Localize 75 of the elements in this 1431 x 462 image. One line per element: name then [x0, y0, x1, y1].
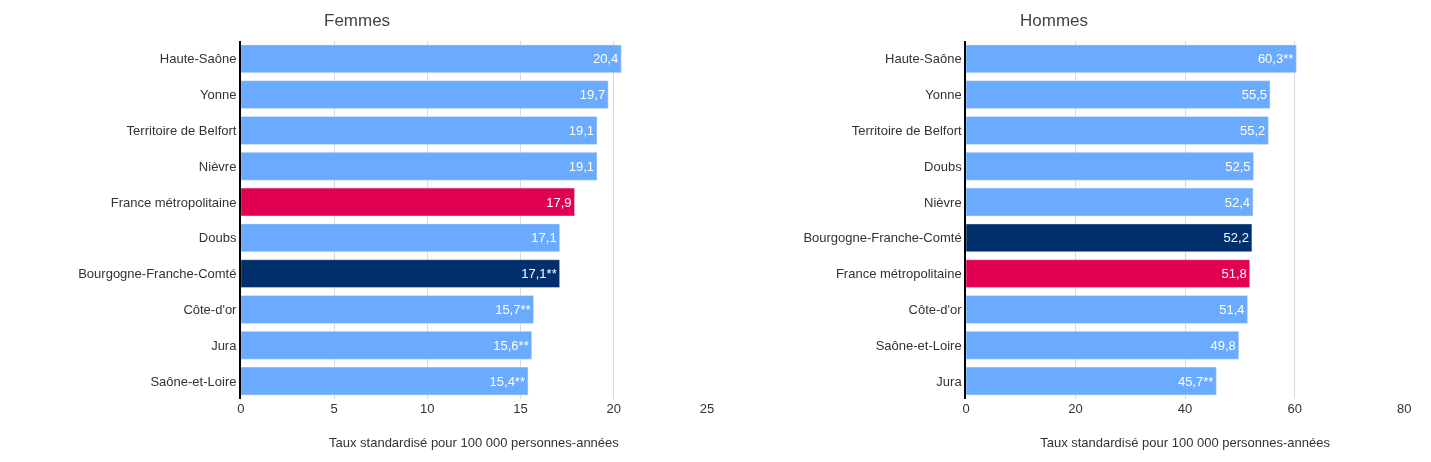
bar [240, 295, 534, 324]
bar [966, 116, 1269, 145]
y-tick-label: Côte-d'or [908, 302, 963, 318]
y-tick-label: Bourgogne-Franche-Comté [803, 230, 962, 246]
y-tick-label: Yonne [925, 87, 962, 103]
y-tick-label: France métropolitaine [110, 194, 237, 210]
data-label: 55,2 [1240, 122, 1266, 138]
data-label: 20,4 [592, 51, 619, 67]
bar [966, 223, 1253, 253]
data-label: 49,8 [1210, 337, 1236, 353]
y-tick-label: Jura [211, 337, 238, 353]
bar [240, 44, 622, 74]
x-tick-label: 60 [1287, 400, 1302, 416]
x-tick-label: 0 [962, 400, 970, 416]
bar [966, 295, 1248, 324]
x-tick-label: 5 [330, 400, 338, 416]
bar [240, 116, 598, 145]
y-tick-label: Bourgogne-Franche-Comté [78, 266, 237, 282]
bar [240, 331, 532, 360]
bar [966, 80, 1271, 109]
y-tick-label: Côte-d'or [183, 302, 238, 318]
data-label: 60,3** [1257, 51, 1294, 67]
x-tick-label: 80 [1396, 400, 1412, 416]
bar [966, 152, 1254, 181]
data-label: 19,7 [579, 87, 606, 103]
data-label: 45,7** [1177, 373, 1214, 389]
bar [240, 223, 560, 253]
data-label: 19,1 [568, 122, 594, 138]
data-label: 19,1 [568, 158, 594, 174]
data-label: 17,1 [531, 230, 557, 246]
bar [240, 366, 529, 396]
data-label: 52,5 [1225, 158, 1251, 174]
bar [240, 187, 575, 217]
data-label: 15,4** [489, 373, 525, 389]
data-label: 15,7** [495, 301, 531, 317]
y-tick-label: Nièvre [924, 194, 962, 210]
data-label: 51,4 [1219, 301, 1245, 317]
data-label: 15,6** [493, 337, 529, 353]
x-tick-label: 15 [513, 400, 528, 416]
data-label: 17,1** [521, 266, 557, 282]
chart-title: Hommes [1020, 11, 1089, 30]
x-axis-title: Taux standardisé pour 100 000 personnes-années [1040, 434, 1331, 450]
y-tick-label: Haute-Saône [885, 51, 962, 67]
data-label: 51,8 [1221, 266, 1247, 282]
data-label: 55,5 [1241, 87, 1267, 103]
x-tick-label: 0 [237, 400, 245, 416]
bar [966, 259, 1250, 288]
bar [966, 331, 1240, 360]
y-tick-label: Territoire de Belfort [126, 123, 237, 138]
y-tick-label: Yonne [200, 87, 237, 103]
x-tick-label: 40 [1177, 400, 1193, 416]
y-tick-label: France métropolitaine [835, 266, 962, 282]
bar [240, 80, 609, 109]
x-tick-label: 20 [606, 400, 621, 416]
y-tick-label: Saône-et-Loire [150, 373, 237, 389]
data-label: 17,9 [546, 194, 572, 210]
y-tick-label: Haute-Saône [159, 51, 237, 67]
y-tick-label: Saône-et-Loire [875, 337, 962, 353]
bar [966, 187, 1254, 217]
chart-title: Femmes [324, 11, 391, 30]
bar [966, 366, 1217, 396]
y-tick-label: Nièvre [198, 158, 237, 174]
y-tick-label: Doubs [924, 158, 963, 174]
x-axis-title: Taux standardisé pour 100 000 personnes-années [328, 434, 620, 450]
y-tick-label: Territoire de Belfort [851, 123, 963, 138]
y-tick-label: Doubs [198, 230, 237, 246]
x-tick-label: 25 [699, 400, 715, 416]
y-tick-label: Jura [936, 373, 963, 389]
x-tick-label: 20 [1068, 400, 1083, 416]
data-label: 52,4 [1224, 194, 1251, 210]
bar [240, 152, 598, 181]
data-label: 52,2 [1223, 230, 1249, 246]
bar [966, 44, 1297, 74]
bar [240, 259, 560, 288]
x-tick-label: 10 [420, 400, 435, 416]
